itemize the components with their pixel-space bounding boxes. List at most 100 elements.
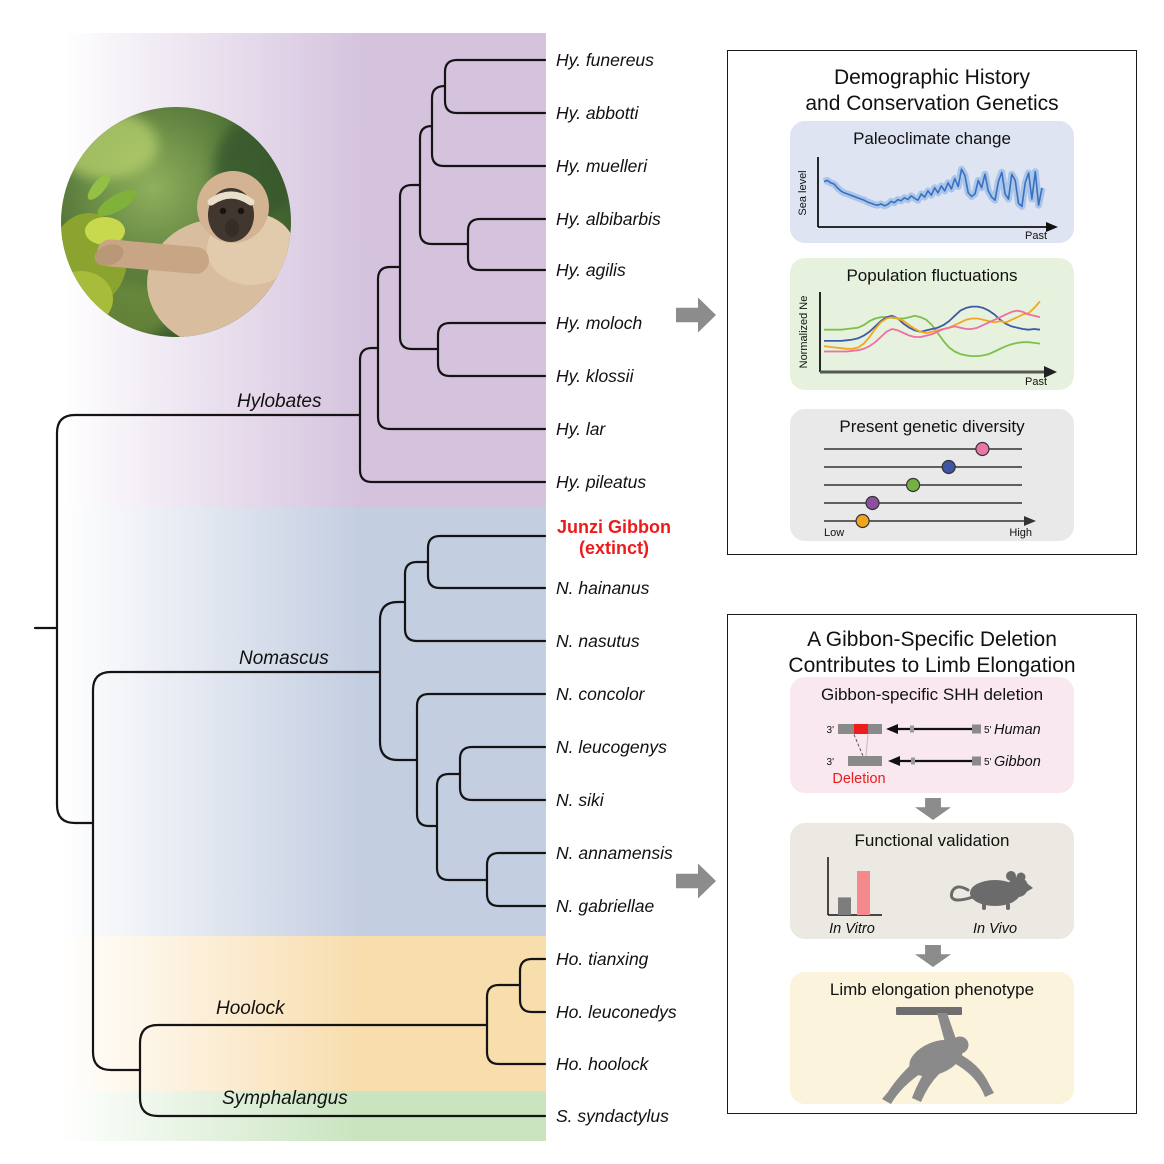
junzi-extinct-note: (extinct)	[578, 538, 649, 558]
species-label-syndactylus: S. syndactylus	[556, 1106, 669, 1126]
diversity-dot-purple	[865, 495, 880, 511]
mouse-snout	[1023, 881, 1033, 894]
band-nomascus	[60, 508, 546, 936]
species-label-concolor: N. concolor	[556, 684, 645, 704]
ne-line-pink	[824, 309, 1041, 353]
mouse-ear-right	[1016, 872, 1026, 882]
human-5prime-box	[972, 724, 981, 734]
paleoclimate-title: Paleoclimate change	[853, 129, 1011, 148]
genus-label-hylobates: Hylobates	[237, 391, 322, 412]
species-label-annamensis: N. annamensis	[556, 843, 673, 863]
paleo-x-axis-arrowhead	[1046, 222, 1058, 232]
species-label-siki: N. siki	[556, 790, 604, 810]
deletion-title-line2: Contributes to Limb Elongation	[788, 654, 1076, 677]
human-gene-tick	[910, 725, 914, 733]
limb-subpanel: Limb elongation phenotype	[790, 972, 1074, 1104]
diversity-high-label: High	[1009, 527, 1032, 539]
species-label-gabriellae: N. gabriellae	[556, 896, 655, 916]
mouse-ear-left	[1006, 871, 1016, 881]
paleo-ylabel: Sea level	[797, 170, 809, 215]
deletion-connector-right	[865, 734, 869, 757]
junzi-name: Junzi Gibbon	[557, 517, 671, 537]
species-label-nasutus: N. nasutus	[556, 631, 640, 651]
genus-label-symphalangus: Symphalangus	[222, 1088, 348, 1109]
gibbon-gene-arrowhead	[888, 756, 900, 766]
population-subpanel: Population fluctuations Normalized Ne Pa…	[790, 258, 1074, 390]
gibbon-label: Gibbon	[994, 754, 1041, 770]
hanging-gibbon-silhouette	[882, 1013, 994, 1104]
photo-gibbon	[94, 171, 291, 337]
deletion-title-line1: A Gibbon-Specific Deletion	[807, 628, 1057, 651]
diversity-subpanel: Present genetic diversity Low High	[790, 409, 1074, 541]
mouse-head	[1008, 877, 1028, 897]
species-label-junzi-extinct: Junzi Gibbon (extinct)	[556, 517, 672, 559]
deletion-box: A Gibbon-Specific Deletion Contributes t…	[727, 614, 1137, 1114]
population-title: Population fluctuations	[846, 266, 1018, 285]
species-label-hoolock: Ho. hoolock	[556, 1054, 649, 1074]
species-label-klossii: Hy. klossii	[556, 366, 634, 386]
band-hoolock	[60, 936, 546, 1091]
mouse-body	[970, 880, 1020, 906]
mouse-tail	[949, 885, 975, 902]
deletion-label: Deletion	[832, 771, 885, 787]
gibbon-free-arm	[952, 1052, 994, 1097]
ne-line-orange	[823, 300, 1041, 350]
species-label-agilis: Hy. agilis	[556, 260, 626, 280]
genus-label-nomascus: Nomascus	[239, 648, 329, 669]
diversity-arrowhead	[1024, 516, 1036, 526]
gibbon-photo	[61, 107, 291, 337]
hanging-bar	[896, 1007, 962, 1015]
gibbon-5prime-box	[972, 756, 981, 766]
diversity-dot-orange	[855, 513, 870, 529]
species-label-hainanus: N. hainanus	[556, 578, 650, 598]
species-label-tianxing: Ho. tianxing	[556, 949, 649, 969]
diversity-low-label: Low	[824, 527, 844, 539]
demographic-box-title: Demographic History and Conservation Gen…	[728, 65, 1136, 117]
population-ylabel: Normalized Ne	[798, 296, 810, 369]
human-label: Human	[994, 722, 1041, 738]
arrow-to-deletion-panel-icon	[676, 863, 716, 899]
species-label-abbotti: Hy. abbotti	[556, 103, 639, 123]
human-deleted-segment	[854, 724, 868, 734]
invitro-label: In Vitro	[829, 921, 875, 937]
population-xlabel: Past	[1025, 376, 1047, 388]
shh-deletion-subpanel: Gibbon-specific SHH deletion 3' 5' Human…	[790, 677, 1074, 793]
invitro-bar-deletion	[857, 871, 870, 915]
deletion-connector-left	[853, 734, 864, 757]
species-label-lar: Hy. lar	[556, 419, 606, 439]
arrow-functional-to-limb-icon	[915, 945, 951, 967]
species-label-moloch: Hy. moloch	[556, 313, 643, 333]
functional-diagram: In Vitro In Vivo	[827, 857, 1033, 937]
invitro-bar-control	[838, 897, 851, 915]
gibbon-leg-left	[882, 1060, 926, 1104]
shh-title: Gibbon-specific SHH deletion	[820, 685, 1044, 704]
gibbon-gene-tick	[911, 757, 915, 765]
human-gene-arrowhead	[886, 724, 898, 734]
species-label-muelleri: Hy. muelleri	[556, 156, 648, 176]
ne-line-green	[824, 314, 1041, 357]
species-label-leucogenys: N. leucogenys	[556, 737, 667, 757]
human-3prime-label: 3'	[827, 725, 835, 736]
diversity-dot-blue	[941, 459, 956, 475]
mouse-icon	[949, 871, 1033, 910]
diversity-chart: Low High	[824, 441, 1036, 539]
diversity-dot-pink	[975, 441, 990, 457]
mouse-leg-front	[1006, 903, 1010, 910]
paleoclimate-subpanel: Paleoclimate change Sea level Past	[790, 121, 1074, 243]
limb-title: Limb elongation phenotype	[829, 980, 1035, 999]
paleo-xlabel: Past	[1025, 230, 1047, 241]
population-chart: Normalized Ne Past	[798, 292, 1057, 388]
species-label-leuconedys: Ho. leuconedys	[556, 1002, 677, 1022]
gibbon-3prime-label: 3'	[827, 757, 835, 768]
diversity-title: Present genetic diversity	[839, 417, 1025, 436]
demographic-title-line1: Demographic History	[833, 66, 1031, 89]
deletion-box-title: A Gibbon-Specific Deletion Contributes t…	[728, 627, 1136, 679]
genus-label-hoolock: Hoolock	[216, 998, 285, 1019]
shh-diagram: 3' 5' Human 3' 5' Gibbon	[827, 722, 1041, 787]
gibbon-enhancer-bar	[848, 756, 882, 766]
human-5prime-label: 5'	[984, 725, 992, 736]
gibbon-5prime-label: 5'	[984, 757, 992, 768]
demographic-history-box: Demographic History and Conservation Gen…	[727, 50, 1137, 555]
mouse-leg-back	[982, 903, 986, 910]
